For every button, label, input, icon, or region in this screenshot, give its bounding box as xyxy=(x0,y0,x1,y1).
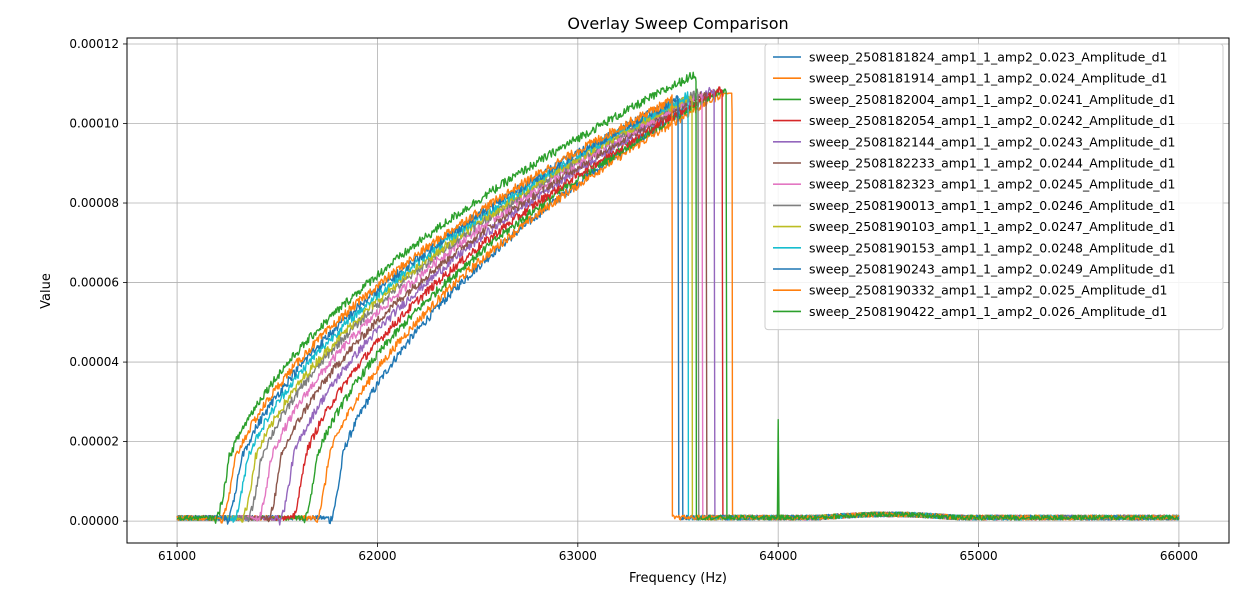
legend-label: sweep_2508190103_amp1_1_amp2_0.0247_Ampl… xyxy=(809,219,1175,234)
legend-label: sweep_2508181824_amp1_1_amp2_0.023_Ampli… xyxy=(809,50,1167,65)
y-tick-label: 0.00004 xyxy=(69,355,119,369)
x-axis-label: Frequency (Hz) xyxy=(629,571,727,586)
legend-label: sweep_2508182004_amp1_1_amp2_0.0241_Ampl… xyxy=(809,92,1175,107)
x-axis: 61000 62000 63000 64000 65000 66000 xyxy=(158,543,1198,563)
legend-label: sweep_2508182323_amp1_1_amp2_0.0245_Ampl… xyxy=(809,177,1175,192)
legend-label: sweep_2508182144_amp1_1_amp2_0.0243_Ampl… xyxy=(809,134,1175,149)
x-tick-label: 64000 xyxy=(759,549,797,563)
legend-label: sweep_2508182233_amp1_1_amp2_0.0244_Ampl… xyxy=(809,156,1175,171)
x-tick-label: 61000 xyxy=(158,549,196,563)
x-tick-label: 65000 xyxy=(959,549,997,563)
y-tick-label: 0.00012 xyxy=(69,37,119,51)
series-line xyxy=(176,94,1180,524)
chart-title: Overlay Sweep Comparison xyxy=(567,14,788,33)
plot-frame xyxy=(126,37,1230,544)
legend-label: sweep_2508182054_amp1_1_amp2_0.0242_Ampl… xyxy=(809,113,1175,128)
y-tick-label: 0.00010 xyxy=(69,116,119,130)
legend-label: sweep_2508190332_amp1_1_amp2_0.025_Ampli… xyxy=(809,283,1167,298)
y-tick-label: 0.00000 xyxy=(69,514,119,528)
legend-label: sweep_2508190153_amp1_1_amp2_0.0248_Ampl… xyxy=(809,240,1175,255)
x-tick-label: 66000 xyxy=(1160,549,1198,563)
y-axis: 0.00000 0.00002 0.00004 0.00006 0.00008 0.000… xyxy=(69,37,127,528)
series-line xyxy=(176,71,1180,524)
legend-box xyxy=(764,43,1224,331)
y-tick-label: 0.00008 xyxy=(69,196,119,210)
legend: sweep_2508181824_amp1_1_amp2_0.023_Ampli… xyxy=(764,43,1224,331)
legend-label: sweep_2508181914_amp1_1_amp2_0.024_Ampli… xyxy=(809,71,1167,86)
legend-label: sweep_2508190013_amp1_1_amp2_0.0246_Ampl… xyxy=(809,198,1175,213)
series-lines xyxy=(176,71,1180,526)
x-tick-label: 62000 xyxy=(358,549,396,563)
legend-label: sweep_2508190422_amp1_1_amp2_0.026_Ampli… xyxy=(809,304,1167,319)
y-tick-label: 0.00002 xyxy=(69,435,119,449)
legend-label: sweep_2508190243_amp1_1_amp2_0.0249_Ampl… xyxy=(809,262,1175,277)
y-tick-label: 0.00006 xyxy=(69,276,119,290)
x-tick-label: 63000 xyxy=(559,549,597,563)
y-axis-label: Value xyxy=(39,273,54,309)
